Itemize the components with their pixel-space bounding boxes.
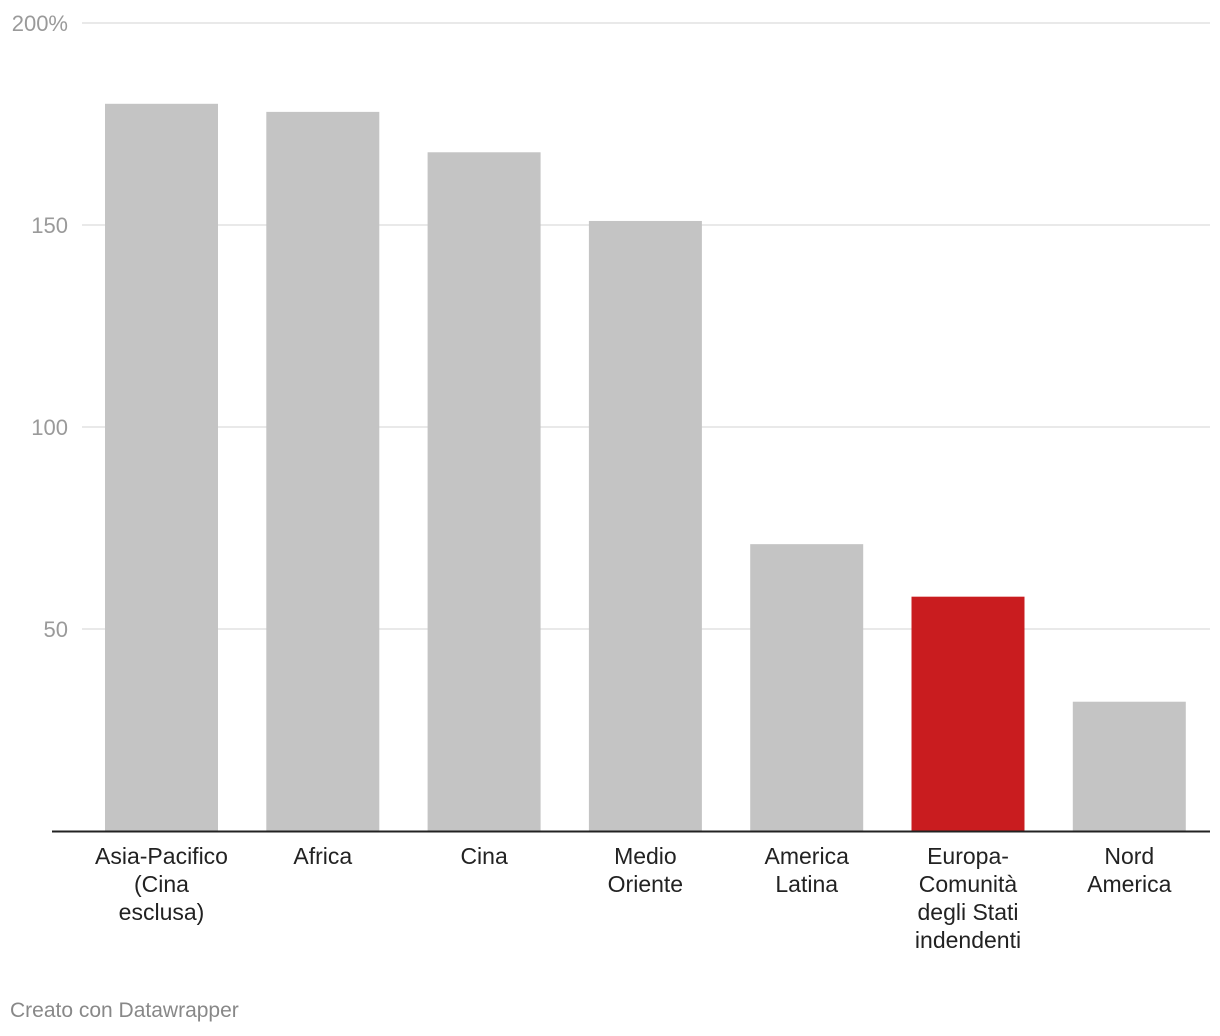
credit-text: Creato con Datawrapper: [10, 999, 239, 1022]
bar: [266, 111, 380, 831]
y-tick-label: 50: [44, 617, 68, 642]
x-category-label: Asia-Pacifico (Cina esclusa): [95, 843, 228, 925]
bars: [52, 103, 1210, 833]
x-axis-labels: Asia-Pacifico (Cina esclusa) Africa Cina Medi…: [95, 843, 1172, 953]
x-category-label: Cina: [460, 843, 508, 869]
x-category-label: Nord America: [1087, 843, 1172, 897]
x-category-label: Medio Oriente: [608, 843, 683, 897]
bar: [588, 220, 702, 831]
y-tick-label: 150: [31, 213, 68, 238]
bar: [1072, 701, 1186, 831]
y-tick-label: 200%: [12, 11, 68, 36]
y-tick-label: 100: [31, 415, 68, 440]
bar: [750, 544, 864, 831]
x-category-label: Africa: [293, 843, 352, 869]
x-category-label: America Latina: [765, 843, 850, 897]
bar: [105, 103, 218, 832]
bar: [427, 152, 541, 831]
x-category-label: Europa-Comunità degli Stati indendenti: [915, 843, 1021, 953]
bar: [911, 596, 1025, 831]
